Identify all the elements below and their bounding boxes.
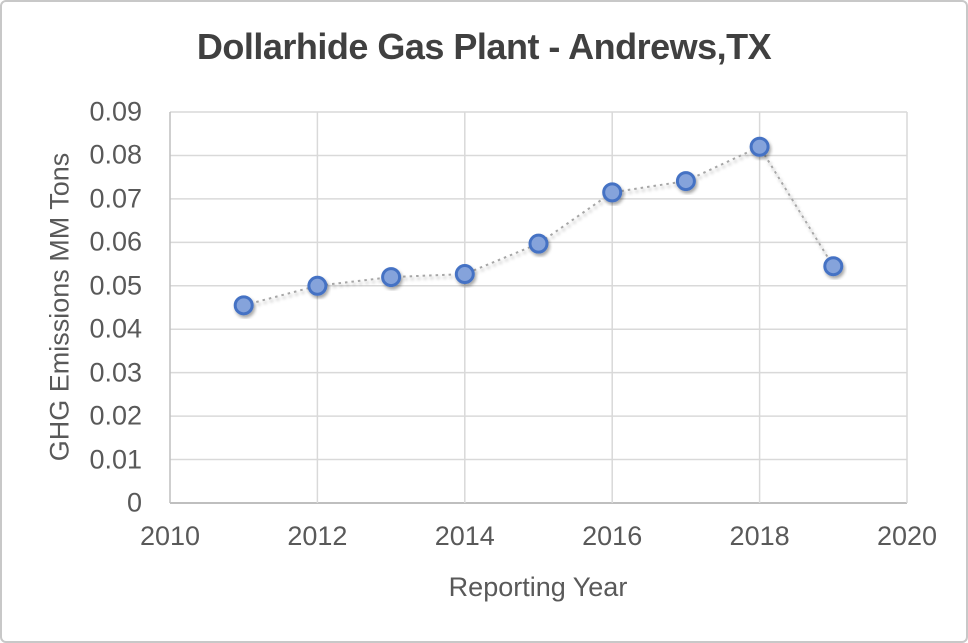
data-point-marker	[823, 256, 844, 277]
y-tick-label: 0.09	[89, 96, 142, 127]
data-point-marker	[602, 182, 623, 203]
data-point-marker	[307, 275, 328, 296]
gridlines-group	[169, 111, 908, 504]
data-point-marker	[454, 264, 475, 285]
x-tick-label: 2016	[582, 521, 643, 551]
series-group	[233, 136, 844, 316]
data-point-marker	[381, 267, 402, 288]
x-tick-label: 2018	[729, 521, 790, 551]
x-tick-label: 2010	[139, 521, 201, 551]
y-axis-title: GHG Emissions MM Tons	[44, 152, 75, 462]
x-tick-label: 2014	[434, 521, 495, 551]
x-tick-label: 2012	[287, 521, 348, 551]
series-connector-line	[243, 145, 835, 307]
data-point-marker	[749, 136, 770, 157]
x-tick-label: 2020	[876, 521, 938, 551]
plot-svg	[169, 111, 908, 504]
x-axis-title: Reporting Year	[448, 572, 628, 602]
data-point-marker	[528, 233, 549, 254]
data-point-marker	[675, 171, 696, 192]
data-point-marker	[233, 295, 254, 316]
chart-title: Dollarhide Gas Plant - Andrews,TX	[196, 26, 772, 67]
y-tick-label: 0	[126, 487, 142, 518]
plot-area	[169, 111, 908, 504]
